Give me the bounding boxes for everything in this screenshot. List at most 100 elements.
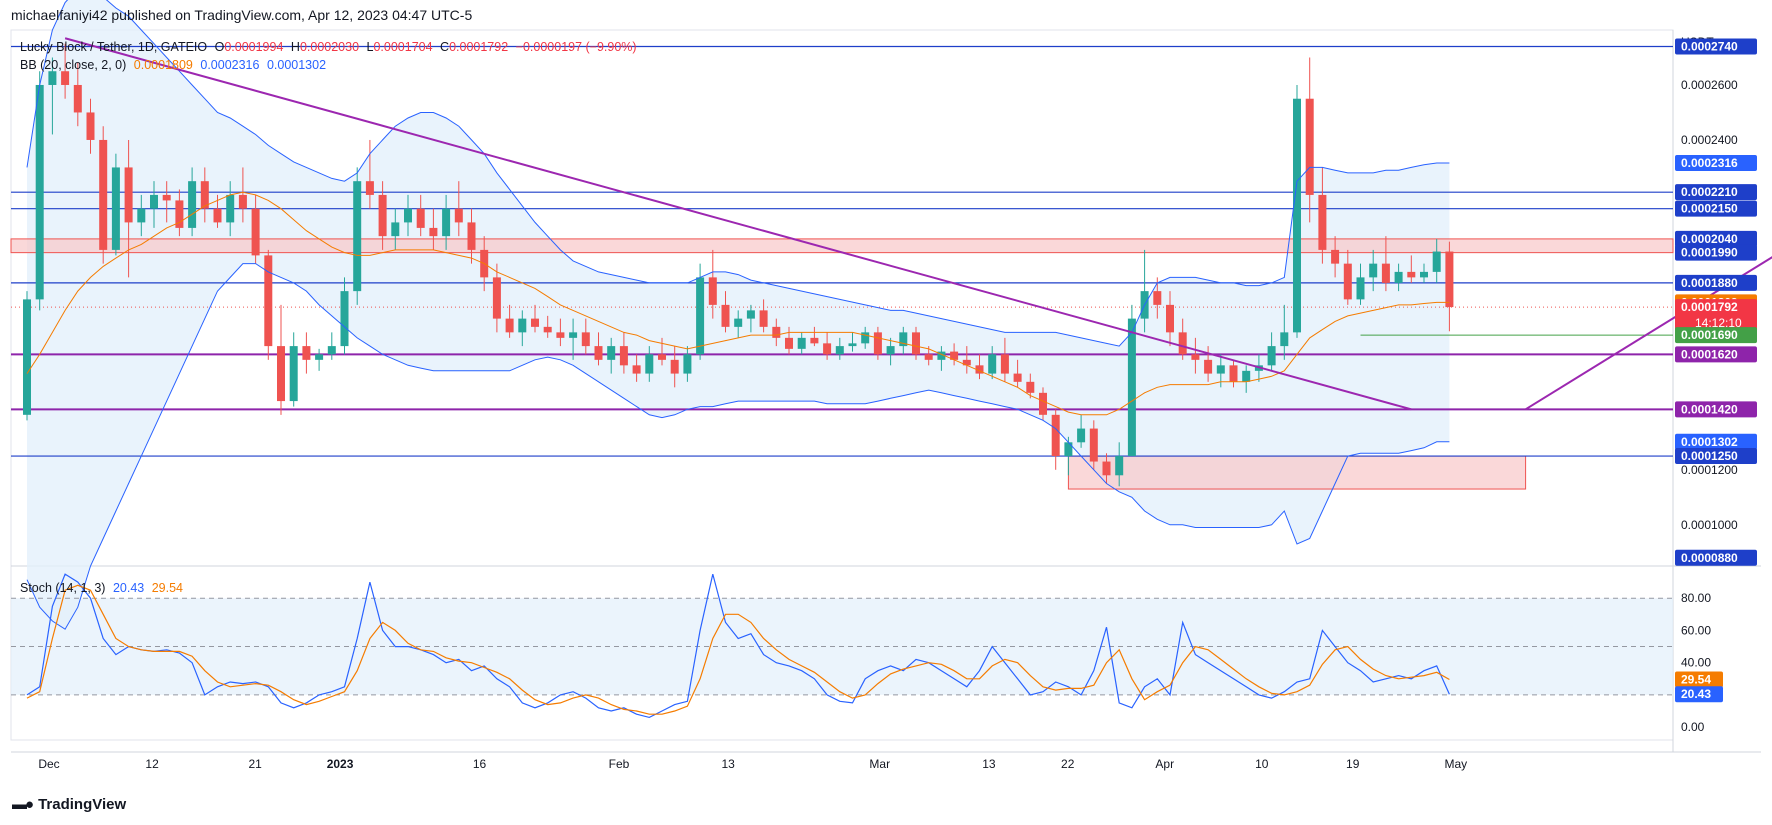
candle-53 <box>696 263 705 360</box>
candle-body <box>289 346 298 402</box>
price-tag-13: 0.0001250 <box>1675 448 1757 465</box>
candle-32 <box>429 208 438 250</box>
candle-101 <box>1305 57 1314 223</box>
price-tag-bg <box>1675 38 1757 55</box>
candle-77 <box>1000 337 1009 382</box>
stoch-title[interactable]: Stoch (14, 1, 3) <box>20 581 106 595</box>
stoch-tag-bg <box>1675 671 1723 688</box>
price-tag-5: 0.0001990 <box>1675 244 1757 261</box>
candle-body <box>416 208 425 228</box>
bb-lower-value: 0.0001302 <box>266 58 327 72</box>
candle-body <box>353 181 362 292</box>
candle-39 <box>518 310 527 347</box>
candle-body <box>835 346 844 355</box>
candle-106 <box>1369 249 1378 292</box>
price-tag-text: 0.0001620 <box>1681 347 1738 361</box>
candle-body <box>442 208 451 237</box>
time-tick-label-9: 22 <box>1061 757 1075 771</box>
candle-30 <box>404 194 412 237</box>
candle-body <box>873 332 882 355</box>
candle-body <box>607 346 616 360</box>
stoch-tick-label-4: 0.00 <box>1681 720 1705 734</box>
candle-body <box>61 71 70 85</box>
candle-body <box>365 181 374 195</box>
candle-body <box>35 84 44 300</box>
candle-body <box>1369 263 1378 278</box>
candle-1 <box>35 71 44 311</box>
candle-48 <box>632 354 641 382</box>
tradingview-brand[interactable]: ▬● TradingView <box>12 796 126 813</box>
candle-79 <box>1026 373 1035 399</box>
candle-26 <box>353 167 362 305</box>
candle-body <box>658 354 666 360</box>
candle-29 <box>391 208 400 250</box>
candle-86 <box>1115 442 1124 487</box>
candle-body <box>619 346 628 366</box>
symbol-title[interactable]: Lucky Block / Tether, 1D, GATEIO <box>20 40 208 54</box>
price-tag-bg <box>1675 200 1757 217</box>
candle-90 <box>1166 291 1174 347</box>
candle-body <box>492 277 501 319</box>
candle-body <box>226 194 235 223</box>
candle-3 <box>61 43 70 99</box>
candle-body <box>696 277 705 355</box>
candle-body <box>899 332 908 347</box>
candle-body <box>632 365 641 374</box>
price-tag-bg <box>1675 299 1757 332</box>
candle-body <box>823 343 832 355</box>
stoch-tick-label-1: 60.00 <box>1681 623 1711 637</box>
bb-basis-value: 0.0001809 <box>133 58 193 72</box>
price-tag-bg <box>1675 401 1757 418</box>
candle-body <box>467 222 476 250</box>
candle-6 <box>99 126 108 264</box>
candle-body <box>645 354 654 374</box>
tradingview-logo-icon: ▬● <box>12 796 34 813</box>
demand-zone <box>1067 455 1527 490</box>
candle-109 <box>1407 255 1416 283</box>
time-tick-label-6: 13 <box>721 757 735 771</box>
candle-104 <box>1343 249 1352 305</box>
price-tag-text: 0.0002740 <box>1681 39 1738 53</box>
candle-body <box>1318 194 1327 250</box>
bb-upper-line <box>26 0 1450 347</box>
candle-38 <box>505 304 514 338</box>
candle-60 <box>785 326 793 355</box>
stoch-value-tag-1: 20.43 <box>1675 686 1723 703</box>
candle-0 <box>23 291 31 421</box>
candle-58 <box>759 299 768 333</box>
candle-68 <box>886 337 895 366</box>
open-label: O <box>214 40 225 54</box>
price-tag-2: 0.0002210 <box>1675 184 1757 201</box>
candle-11 <box>162 181 171 223</box>
candle-91 <box>1178 318 1187 360</box>
candle-22 <box>302 332 311 374</box>
candle-body <box>1420 271 1428 278</box>
price-tag-bg <box>1675 327 1757 344</box>
stoch-tag-text: 29.54 <box>1681 673 1711 687</box>
candle-body <box>518 318 527 333</box>
candle-body <box>1356 277 1365 300</box>
candle-body <box>988 354 997 374</box>
candle-7 <box>111 153 120 256</box>
candle-93 <box>1204 346 1213 382</box>
candle-body <box>962 359 971 366</box>
candle-52 <box>683 346 692 382</box>
candle-body <box>683 354 692 374</box>
candle-28 <box>378 181 387 250</box>
bb-title[interactable]: BB (20, close, 2, 0) <box>20 58 127 72</box>
price-tag-bg <box>1675 274 1757 291</box>
price-tag-6: 0.0001880 <box>1675 274 1757 291</box>
price-tag-bg <box>1675 433 1757 450</box>
candle-112 <box>1445 241 1454 332</box>
candle-body <box>746 310 755 319</box>
candle-body <box>797 337 806 349</box>
candle-body <box>1013 373 1022 382</box>
candle-96 <box>1242 365 1251 393</box>
price-tag-bg <box>1675 155 1757 172</box>
candle-87 <box>1127 304 1136 457</box>
stoch-tag-text: 20.43 <box>1681 687 1711 701</box>
price-tick-label-1: 0.0002400 <box>1681 133 1738 147</box>
candle-body <box>1280 332 1289 347</box>
candle-body <box>137 208 146 223</box>
